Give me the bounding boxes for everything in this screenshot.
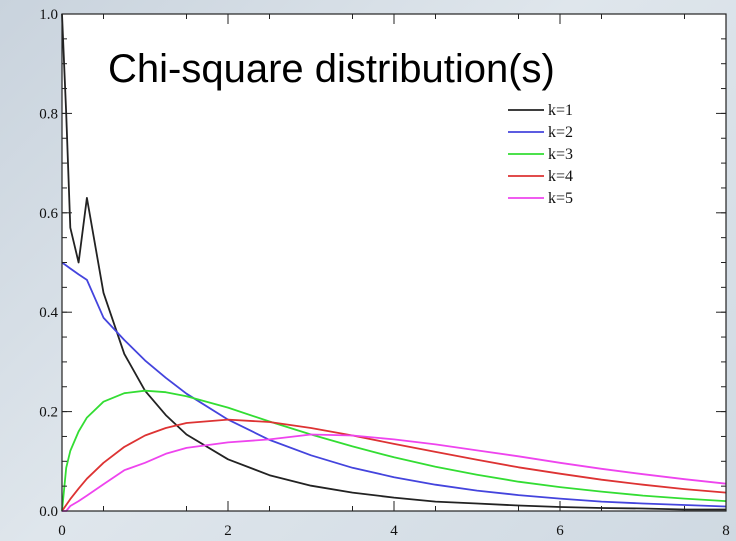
y-tick-label: 0.0	[39, 504, 58, 520]
y-tick-label: 0.6	[39, 206, 58, 222]
y-tick-label: 1.0	[39, 7, 58, 23]
y-tick-label: 0.8	[39, 106, 58, 122]
chart-title: Chi-square distribution(s)	[108, 47, 555, 91]
series-line-k5	[62, 433, 727, 512]
x-tick-label: 2	[224, 523, 232, 539]
legend-label: k=5	[548, 190, 573, 207]
legend-label: k=4	[548, 168, 573, 185]
legend-label: k=1	[548, 102, 573, 119]
x-tick-label: 6	[556, 523, 564, 539]
legend-label: k=2	[548, 124, 573, 141]
x-tick-label: 4	[390, 523, 398, 539]
tick-labels: 0 2 4 6 8 0.0 0.2 0.4 0.6 0.8 1.0	[39, 7, 730, 539]
plot-area-background	[62, 14, 726, 511]
legend-label: k=3	[548, 146, 573, 163]
axis-ticks	[61, 13, 727, 512]
plot-frame	[61, 13, 727, 512]
series-curves	[61, 13, 727, 512]
series-line-k4	[61, 418, 727, 512]
series-line-k1	[61, 13, 726, 511]
legend: k=1 k=2 k=3 k=4 k=5	[508, 102, 573, 207]
x-tick-label: 0	[58, 523, 66, 539]
y-tick-label: 0.4	[39, 305, 58, 321]
y-tick-label: 0.2	[39, 405, 58, 421]
x-tick-label: 8	[722, 523, 730, 539]
